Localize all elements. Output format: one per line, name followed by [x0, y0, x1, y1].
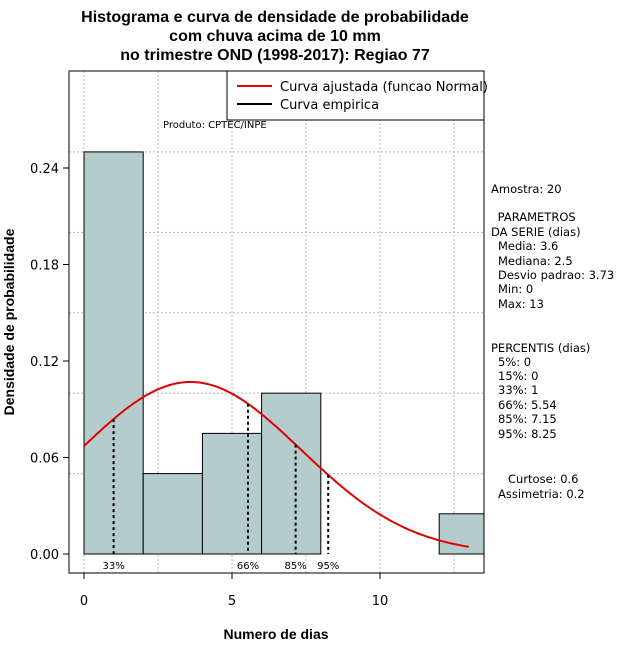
percentile-label-0: 33% — [102, 561, 124, 572]
chart-title-line-2: com chuva acima de 10 mm — [169, 28, 381, 45]
legend-label-normal: Curva ajustada (funcao Normal) — [280, 80, 488, 95]
stats-panel: Amostra: 20 PARAMETROS DA SERIE (dias) M… — [491, 182, 614, 501]
histogram-bar-6 — [438, 513, 485, 555]
curtose: Curtose: 0.6 — [508, 472, 578, 486]
y-tick-label-4: 0.24 — [30, 162, 59, 177]
histogram-bars — [83, 151, 485, 555]
product-label: Produto: CPTEC/INPE — [163, 120, 267, 131]
sample-size: Amostra: 20 — [491, 182, 562, 196]
percentile-lines: 33% 66% 85% 95% — [102, 403, 339, 572]
percentile-label-2: 85% — [285, 561, 307, 572]
legend-label-empirica: Curva empirica — [280, 98, 379, 113]
percentil-5: 5%: 0 — [498, 355, 531, 369]
normal-curve — [83, 381, 469, 548]
param-desvio: Desvio padrao: 3.73 — [498, 268, 614, 282]
normal-curve-group — [83, 381, 469, 548]
axis-ticks: 0.00 0.06 0.12 0.18 0.24 0 5 10 — [30, 162, 388, 609]
percentil-15: 15%: 0 — [498, 369, 538, 383]
x-axis-label: Numero de dias — [223, 626, 328, 642]
params-header-1: PARAMETROS — [494, 210, 576, 224]
param-min: Min: 0 — [498, 282, 533, 296]
y-tick-label-1: 0.06 — [30, 452, 59, 467]
percentile-label-1: 66% — [237, 561, 259, 572]
x-tick-label-2: 10 — [372, 594, 389, 609]
percentile-label-3: 95% — [317, 561, 339, 572]
chart-title-line-3: no trimestre OND (1998-2017): Regiao 77 — [120, 47, 430, 64]
params-header-2: DA SERIE (dias) — [491, 225, 581, 239]
y-tick-label-3: 0.18 — [30, 259, 59, 274]
chart-title-line-1: Histograma e curva de densidade de proba… — [81, 9, 469, 26]
histogram-bar-3 — [261, 392, 322, 555]
histogram-bar-2 — [201, 432, 263, 555]
param-media: Media: 3.6 — [498, 239, 558, 253]
percentil-66: 66%: 5.54 — [498, 398, 557, 412]
legend: Curva ajustada (funcao Normal) Curva emp… — [226, 70, 488, 121]
x-tick-label-1: 5 — [228, 594, 236, 609]
y-tick-label-2: 0.12 — [30, 355, 59, 370]
percentil-85: 85%: 7.15 — [498, 412, 557, 426]
percentil-33: 33%: 1 — [498, 383, 538, 397]
param-max: Max: 13 — [498, 297, 544, 311]
y-tick-label-0: 0.00 — [30, 548, 59, 563]
param-mediana: Mediana: 2.5 — [498, 254, 573, 268]
histogram-bar-1 — [142, 473, 203, 555]
assimetria: Assimetria: 0.2 — [498, 487, 585, 501]
percentis-header: PERCENTIS (dias) — [491, 341, 590, 355]
x-tick-label-0: 0 — [80, 594, 88, 609]
y-axis-label: Densidade de probabilidade — [1, 228, 17, 415]
legend-box — [226, 70, 485, 121]
percentil-95: 95%: 8.25 — [498, 427, 557, 441]
